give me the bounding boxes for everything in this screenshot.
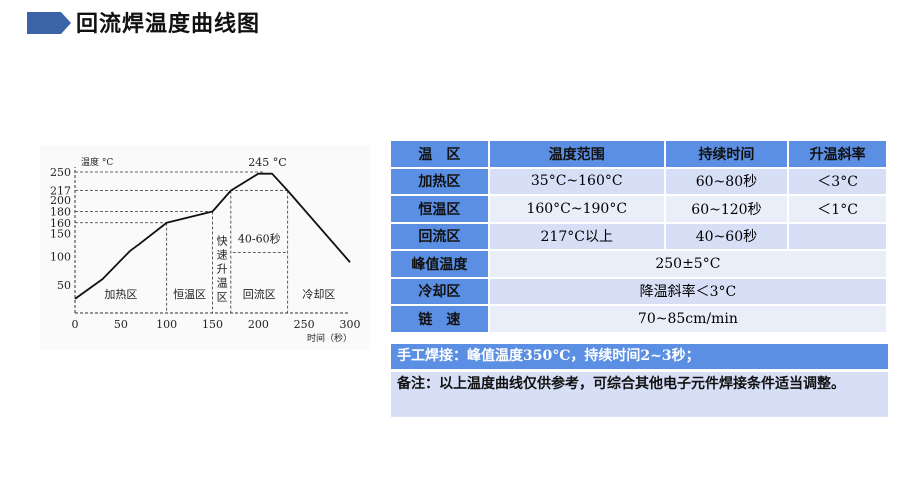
cell-range: 217°C以上 [489,223,664,249]
y-axis-title: 温度 °C [81,156,113,168]
zone-label: 恒温区 [173,288,206,301]
y-tick-label: 217 [50,185,71,198]
cell-duration: 40~60秒 [665,223,788,249]
page-title: 回流焊温度曲线图 [76,12,261,37]
header-zone: 温 区 [391,141,488,167]
table-row: 冷却区 降温斜率＜3°C [391,278,886,304]
cell-range: 35°C~160°C [489,168,664,194]
y-tick-label: 200 [50,194,71,207]
cell-peak-value: 250±5°C [489,251,886,277]
table-row: 回流区 217°C以上 40~60秒 [391,223,886,249]
reflow-span-label: 40-60秒 [238,231,281,245]
row-label: 链 速 [391,306,488,332]
cell-duration: 60~80秒 [665,168,788,194]
y-tick-label: 160 [50,217,71,230]
x-tick-label: 150 [202,318,223,331]
x-tick-label: 50 [114,318,128,331]
cell-slope [789,223,886,249]
title-arrow-icon [27,12,71,34]
y-tick-label: 180 [50,205,71,218]
table-row: 恒温区 160°C~190°C 60~120秒 ＜1°C [391,196,886,222]
cell-duration: 60~120秒 [665,196,788,222]
table-header-row: 温 区 温度范围 持续时间 升温斜率 [391,141,886,167]
row-label: 峰值温度 [391,251,488,277]
y-tick-label: 100 [50,251,71,264]
row-label: 加热区 [391,168,488,194]
x-tick-label: 200 [248,318,269,331]
y-tick-label: 50 [57,279,71,292]
temperature-curve [74,172,351,300]
row-label: 冷却区 [391,278,488,304]
zone-label: 冷却区 [302,288,335,301]
zone-label: 加热区 [104,288,137,301]
remark-note: 备注：以上温度曲线仅供参考，可综合其他电子元件焊接条件适当调整。 [391,372,888,417]
cell-slope: ＜1°C [789,196,886,222]
table-row: 峰值温度 250±5°C [391,251,886,277]
table-row: 加热区 35°C~160°C 60~80秒 ＜3°C [391,168,886,194]
x-axis-title: 时间（秒） [307,332,352,344]
peak-label: 245 °C [248,156,286,169]
manual-soldering-note: 手工焊接：峰值温度350°C，持续时间2~3秒； [391,344,888,369]
chart-background [40,145,370,350]
x-tick-label: 100 [156,318,177,331]
row-label: 恒温区 [391,196,488,222]
cell-range: 160°C~190°C [489,196,664,222]
table-row: 链 速 70~85cm/min [391,306,886,332]
reflow-parameters-table: 温 区 温度范围 持续时间 升温斜率 加热区 35°C~160°C 60~80秒… [389,139,888,334]
y-tick-label: 150 [50,227,71,240]
row-label: 回流区 [391,223,488,249]
x-tick-label: 250 [294,318,315,331]
zone-label-vertical: 快速升温区 [215,235,228,305]
cell-slope: ＜3°C [789,168,886,194]
x-tick-label: 0 [72,318,79,331]
cell-cooling-value: 降温斜率＜3°C [489,278,886,304]
y-tick-label: 250 [50,166,71,179]
header-slope: 升温斜率 [789,141,886,167]
zone-label: 回流区 [243,287,276,301]
x-tick-label: 300 [340,318,361,331]
header-duration: 持续时间 [665,141,788,167]
header-range: 温度范围 [489,141,664,167]
cell-chain-value: 70~85cm/min [489,306,886,332]
